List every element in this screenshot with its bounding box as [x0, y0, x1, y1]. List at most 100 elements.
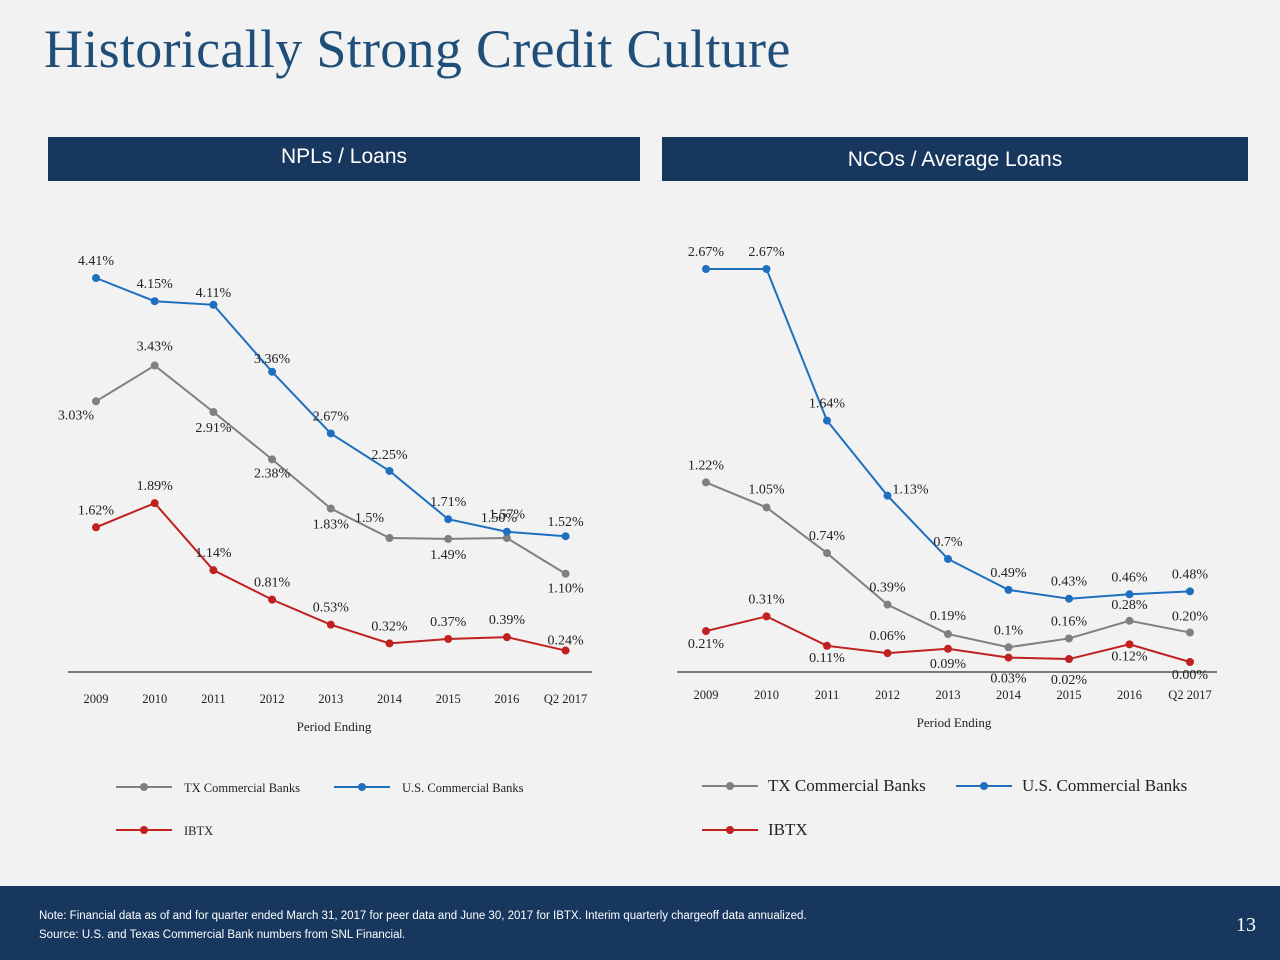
npl-point-tx [268, 455, 277, 464]
npl-point-ibtx [209, 566, 218, 575]
nco-data-label-tx: 0.39% [869, 581, 906, 596]
nco-point-us [1004, 585, 1013, 594]
npl-legend-marker-us [358, 783, 366, 791]
npl-point-tx [150, 361, 159, 370]
footer: Note: Financial data as of and for quart… [0, 886, 1280, 960]
nco-legend-label-us: U.S. Commercial Banks [1022, 776, 1187, 795]
nco-data-label-ibtx: 0.11% [809, 651, 845, 666]
npl-point-us [92, 274, 100, 282]
npl-data-label-ibtx: 1.62% [78, 503, 115, 518]
nco-data-label-tx: 0.74% [809, 529, 846, 544]
nco-point-tx [883, 600, 892, 609]
npl-series-line-us [95, 277, 566, 538]
npl-data-label-us: 1.57% [489, 508, 526, 523]
nco-point-tx [762, 503, 771, 512]
npl-data-label-us: 2.25% [371, 448, 408, 463]
nco-data-label-tx: 0.1% [994, 623, 1024, 638]
nco-point-ibtx [1186, 658, 1194, 666]
nco-tick-label: 2015 [1057, 688, 1082, 702]
npl-point-us [150, 297, 159, 306]
nco-point-tx [1125, 616, 1134, 625]
npl-point-ibtx [561, 646, 570, 655]
npl-tick-label: 2012 [260, 692, 285, 706]
nco-point-us [944, 554, 952, 563]
nco-point-ibtx [944, 644, 952, 653]
nco-data-label-ibtx: 0.00% [1172, 668, 1209, 683]
npl-data-label-ibtx: 0.53% [313, 601, 350, 616]
npl-legend-label-us: U.S. Commercial Banks [402, 781, 524, 795]
nco-legend-marker-us [980, 782, 988, 790]
nco-point-us [762, 265, 771, 273]
nco-data-label-ibtx: 0.06% [869, 629, 906, 644]
nco-data-label-tx: 1.05% [748, 482, 785, 497]
nco-data-label-tx: 1.22% [688, 458, 725, 473]
npl-data-label-tx: 1.83% [313, 518, 350, 533]
nco-data-label-ibtx: 0.09% [930, 657, 967, 672]
nco-data-label-us: 1.13% [892, 483, 929, 498]
npl-data-label-us: 2.67% [313, 409, 350, 424]
nco-point-us [1125, 590, 1134, 599]
npl-data-label-tx: 1.50% [481, 511, 518, 526]
npl-series-line-tx [95, 364, 567, 575]
nco-tick-label: 2013 [936, 688, 961, 702]
npl-point-tx [209, 408, 218, 417]
nco-legend-marker-tx [726, 782, 734, 790]
nco-tick-label: 2012 [875, 688, 900, 702]
npl-point-ibtx [268, 595, 277, 604]
nco-data-label-ibtx: 0.21% [688, 637, 725, 652]
npl-data-label-us: 3.36% [254, 352, 291, 367]
npl-data-label-tx: 2.91% [195, 421, 232, 436]
nco-point-ibtx [1004, 653, 1013, 662]
npl-point-tx [326, 504, 335, 513]
npl-data-label-us: 4.11% [196, 286, 232, 301]
npl-point-ibtx [444, 634, 453, 643]
npl-legend-marker-ibtx [140, 826, 148, 834]
npl-tick-label: 2014 [377, 692, 403, 706]
npl-data-label-tx: 1.49% [430, 548, 467, 563]
nco-data-label-tx: 0.28% [1111, 598, 1148, 613]
nco-point-ibtx [762, 612, 771, 621]
nco-data-label-ibtx: 0.12% [1111, 649, 1148, 664]
npl-point-us [209, 300, 218, 309]
nco-point-ibtx [883, 649, 892, 658]
npl-point-ibtx [502, 633, 511, 642]
npl-data-label-ibtx: 0.24% [548, 634, 585, 649]
npl-data-label-tx: 2.38% [254, 466, 291, 481]
nco-data-label-tx: 0.19% [930, 609, 967, 624]
footer-source: Source: U.S. and Texas Commercial Bank n… [39, 929, 406, 941]
npl-point-us [444, 515, 453, 524]
nco-data-label-us: 0.43% [1051, 575, 1088, 590]
npl-data-label-ibtx: 0.32% [371, 619, 408, 634]
npl-data-label-us: 4.15% [137, 277, 174, 292]
nco-point-tx [823, 549, 831, 558]
npl-data-label-tx: 3.03% [58, 408, 95, 423]
npl-point-us [561, 532, 570, 541]
nco-tick-label: Q2 2017 [1168, 688, 1211, 702]
npl-data-label-ibtx: 0.81% [254, 576, 291, 591]
nco-point-us [702, 265, 710, 273]
nco-point-tx [1004, 643, 1013, 652]
panel-header-ncos: NCOs / Average Loans [662, 137, 1248, 181]
npl-data-label-ibtx: 0.39% [489, 613, 526, 628]
nco-legend-label-ibtx: IBTX [768, 820, 808, 839]
nco-data-label-us: 0.48% [1172, 567, 1209, 582]
nco-legend-label-tx: TX Commercial Banks [768, 776, 926, 795]
npl-point-ibtx [385, 639, 394, 648]
npl-data-label-ibtx: 0.37% [430, 615, 467, 630]
npl-point-ibtx [150, 499, 159, 508]
npl-point-us [502, 527, 511, 536]
npl-point-tx [385, 533, 394, 542]
npl-tick-label: 2009 [84, 692, 109, 706]
npl-point-us [385, 466, 394, 475]
npl-point-us [326, 429, 335, 438]
npl-point-tx [502, 533, 511, 542]
npl-legend-label-tx: TX Commercial Banks [184, 781, 300, 795]
npl-data-label-us: 1.71% [430, 495, 467, 510]
npl-point-tx [444, 534, 453, 543]
npl-point-tx [561, 569, 570, 578]
panel-header-npls: NPLs / Loans [48, 137, 640, 181]
nco-legend-marker-ibtx [726, 826, 734, 834]
nco-point-us [1065, 594, 1073, 603]
npl-point-tx [92, 397, 100, 406]
nco-data-label-tx: 0.16% [1051, 614, 1088, 629]
